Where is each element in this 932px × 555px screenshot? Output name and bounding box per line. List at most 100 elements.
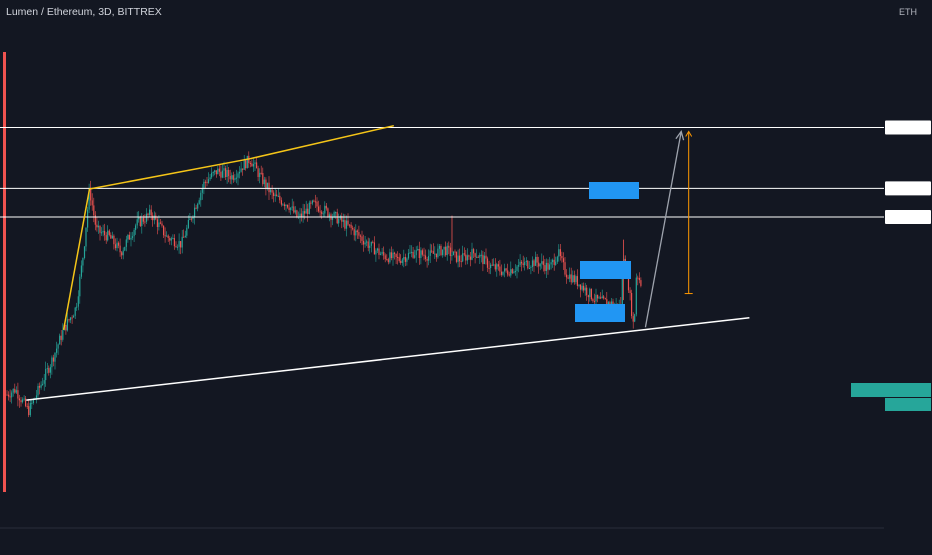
level-price-tag bbox=[885, 181, 931, 196]
candle-body bbox=[471, 249, 473, 260]
candle-body bbox=[90, 188, 92, 201]
candle-body bbox=[164, 235, 166, 237]
candle-body bbox=[632, 316, 634, 322]
candle-body bbox=[409, 252, 411, 254]
candle-body bbox=[197, 203, 199, 209]
candle-body bbox=[45, 369, 47, 381]
candle-body bbox=[429, 250, 431, 256]
candle-body bbox=[349, 224, 351, 226]
candle-body bbox=[163, 225, 165, 236]
candle-body bbox=[319, 211, 321, 213]
candle-body bbox=[533, 260, 535, 266]
candle-body bbox=[347, 220, 349, 225]
candle-body bbox=[21, 399, 24, 403]
candle-body bbox=[335, 212, 337, 214]
candle-body bbox=[116, 242, 118, 249]
candle-body bbox=[268, 182, 270, 193]
candle-body bbox=[542, 261, 544, 266]
candle-body bbox=[538, 262, 540, 267]
candle-body bbox=[263, 179, 265, 185]
candle-body bbox=[68, 319, 70, 321]
candle-body bbox=[31, 402, 33, 404]
candle-body bbox=[229, 176, 231, 180]
candle-body bbox=[211, 172, 213, 178]
candle-body bbox=[99, 225, 101, 233]
candle-body bbox=[500, 271, 503, 275]
candle-body bbox=[149, 209, 151, 215]
candle-body bbox=[404, 257, 406, 262]
candle-body bbox=[94, 215, 96, 225]
candle-body bbox=[316, 201, 318, 207]
candle-body bbox=[43, 380, 45, 384]
candle-body bbox=[131, 236, 134, 238]
candle-body bbox=[361, 236, 363, 241]
candle-body bbox=[415, 250, 417, 256]
candle-body bbox=[367, 241, 369, 248]
candle-body bbox=[287, 204, 289, 208]
candle-body bbox=[111, 235, 113, 239]
candle-body bbox=[173, 238, 175, 247]
candle-body bbox=[77, 296, 79, 307]
candle-body bbox=[556, 256, 558, 262]
candle-body bbox=[378, 248, 380, 255]
candle-body bbox=[226, 170, 228, 177]
candle-body bbox=[184, 235, 186, 238]
candle-body bbox=[82, 258, 84, 266]
candle-body bbox=[242, 168, 244, 170]
candle-body bbox=[477, 256, 479, 258]
candle-body bbox=[15, 390, 17, 393]
candle-body bbox=[218, 168, 220, 172]
candle-body bbox=[28, 406, 30, 416]
candle-body bbox=[468, 255, 470, 257]
candle-body bbox=[97, 225, 99, 228]
candle-body bbox=[321, 211, 323, 214]
candle-body bbox=[80, 265, 82, 277]
horizontal-levels-layer bbox=[0, 120, 931, 225]
candle-body bbox=[527, 260, 529, 269]
candle-body bbox=[221, 170, 224, 178]
candle-body bbox=[38, 386, 41, 388]
candle-body bbox=[237, 173, 239, 178]
candle-body bbox=[604, 298, 606, 300]
candle-body bbox=[497, 264, 499, 267]
candle-body bbox=[414, 255, 416, 258]
candle-body bbox=[153, 215, 155, 221]
candle-body bbox=[96, 224, 98, 228]
candle-body bbox=[597, 294, 599, 299]
candle-body bbox=[271, 189, 273, 193]
candle-body bbox=[499, 266, 501, 272]
candle-body bbox=[32, 399, 34, 403]
candle-body bbox=[581, 285, 583, 290]
candle-body bbox=[145, 213, 148, 222]
candle-body bbox=[384, 255, 386, 260]
candle-body bbox=[93, 205, 95, 215]
candle-body bbox=[403, 257, 405, 260]
candle-body bbox=[14, 388, 16, 393]
candle-body bbox=[127, 234, 129, 240]
candle-body bbox=[142, 217, 144, 222]
candle-body bbox=[389, 252, 391, 263]
candle-body bbox=[141, 217, 143, 226]
candle-body bbox=[105, 235, 107, 241]
candle-body bbox=[195, 207, 197, 209]
candle-body bbox=[37, 386, 39, 396]
countdown-tag bbox=[885, 398, 931, 411]
current-price-tag bbox=[851, 383, 931, 397]
candle-body bbox=[474, 253, 476, 257]
candle-body bbox=[373, 242, 375, 255]
candle-body bbox=[74, 307, 76, 316]
candle-body bbox=[20, 400, 22, 403]
candle-body bbox=[418, 249, 420, 258]
candle-body bbox=[175, 246, 177, 248]
candle-body bbox=[251, 163, 253, 167]
candle-body bbox=[11, 392, 13, 398]
candle-body bbox=[124, 246, 126, 251]
candle-body bbox=[327, 208, 329, 217]
candle-body bbox=[54, 352, 56, 362]
candle-body bbox=[494, 264, 496, 270]
candle-body bbox=[240, 168, 242, 172]
candle-body bbox=[201, 188, 203, 193]
candle-body bbox=[73, 315, 75, 318]
